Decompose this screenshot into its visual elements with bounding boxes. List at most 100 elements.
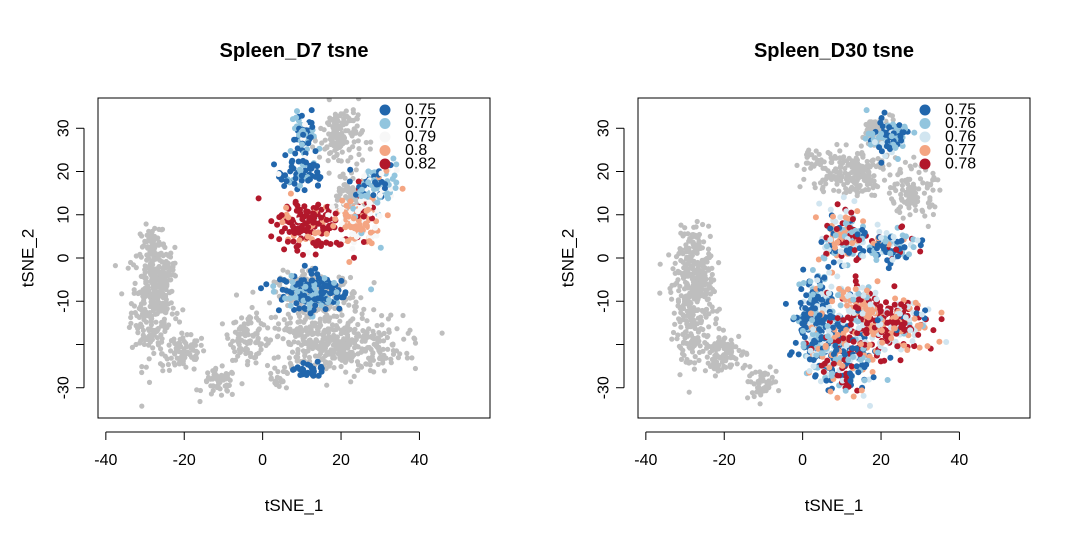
- background-point: [867, 164, 873, 170]
- background-point: [172, 260, 178, 266]
- legend-marker: [379, 145, 391, 156]
- background-point: [128, 310, 134, 316]
- x-axis-label: tSNE_1: [805, 496, 864, 515]
- background-point: [324, 382, 330, 388]
- background-point: [335, 123, 341, 129]
- data-point-0.75: [296, 305, 303, 312]
- background-point: [388, 360, 394, 366]
- background-point: [326, 170, 332, 176]
- background-point: [824, 173, 830, 179]
- background-point: [676, 343, 683, 349]
- y-tick-label: 30: [56, 119, 73, 137]
- data-point-0.78: [824, 357, 831, 364]
- data-point-0.78: [852, 304, 859, 311]
- background-point: [295, 354, 301, 360]
- data-point-0.75: [900, 129, 907, 136]
- legend-label: 0.79: [405, 129, 436, 146]
- data-point-0.76: [860, 392, 867, 399]
- data-point-0.75: [849, 345, 856, 352]
- data-point-0.79: [350, 231, 357, 237]
- background-point: [897, 209, 903, 215]
- background-point: [358, 295, 364, 301]
- data-point-0.8: [366, 238, 373, 245]
- background-point: [369, 333, 375, 339]
- data-point-0.78: [834, 315, 841, 322]
- background-point: [689, 322, 695, 328]
- background-point: [394, 326, 400, 332]
- background-point: [295, 319, 301, 325]
- background-point: [174, 310, 180, 316]
- background-point: [678, 257, 684, 264]
- background-point: [211, 372, 217, 378]
- data-point-0.82: [300, 251, 306, 258]
- background-point: [229, 370, 235, 376]
- data-point-0.76: [837, 302, 844, 309]
- background-point: [342, 354, 348, 360]
- data-point-0.77: [854, 208, 861, 215]
- background-point: [716, 335, 722, 341]
- background-point: [119, 291, 125, 297]
- data-point-0.76: [809, 317, 816, 324]
- background-point: [253, 360, 259, 366]
- x-axis-label: tSNE_1: [265, 496, 324, 515]
- data-point-0.77: [864, 287, 870, 294]
- background-point: [168, 277, 174, 283]
- data-point-0.75: [291, 180, 298, 187]
- background-point: [910, 190, 916, 196]
- data-point-0.78: [833, 226, 840, 232]
- data-point-0.78: [884, 319, 890, 326]
- background-point: [852, 179, 858, 185]
- background-point: [355, 138, 361, 144]
- background-point: [869, 192, 875, 198]
- y-tick-label: 10: [56, 206, 73, 224]
- background-point: [916, 186, 922, 192]
- data-point-0.79: [376, 213, 383, 219]
- background-point: [160, 362, 166, 368]
- background-point: [937, 187, 943, 193]
- background-point: [709, 271, 715, 278]
- background-point: [930, 211, 937, 218]
- background-point: [378, 332, 384, 338]
- legend-marker: [379, 104, 391, 116]
- background-point: [160, 300, 166, 306]
- background-point: [842, 165, 848, 172]
- background-point: [320, 342, 326, 348]
- data-point-0.76: [863, 107, 870, 114]
- data-point-0.75: [287, 168, 294, 175]
- background-point: [816, 151, 822, 157]
- background-point: [325, 158, 331, 164]
- background-point: [684, 254, 690, 260]
- background-point: [157, 257, 163, 263]
- background-point: [680, 312, 686, 318]
- data-point-0.75: [913, 310, 920, 317]
- background-point: [238, 331, 244, 337]
- data-point-0.77: [306, 305, 312, 312]
- background-point: [701, 239, 707, 245]
- data-point-0.77: [311, 284, 318, 291]
- background-point: [152, 302, 158, 308]
- data-point-0.77: [869, 369, 876, 375]
- data-point-0.77: [866, 341, 873, 348]
- data-point-0.8: [330, 223, 337, 229]
- background-point: [694, 274, 701, 281]
- data-point-0.76: [823, 243, 830, 250]
- background-point: [700, 221, 706, 228]
- background-point: [281, 364, 288, 370]
- y-tick-label: 30: [596, 119, 613, 137]
- background-point: [683, 318, 689, 324]
- data-point-0.75: [295, 158, 302, 165]
- background-point: [251, 355, 257, 361]
- background-point: [256, 326, 262, 332]
- background-point: [304, 348, 310, 354]
- data-point-0.75: [878, 115, 885, 121]
- background-point: [709, 356, 716, 363]
- background-point: [140, 289, 147, 295]
- data-point-0.8: [347, 198, 354, 205]
- data-point-0.75: [821, 274, 828, 281]
- background-point: [854, 157, 861, 163]
- data-point-0.82: [332, 210, 339, 217]
- data-point-0.77: [318, 302, 325, 309]
- background-point: [728, 351, 734, 357]
- data-point-0.82: [282, 225, 288, 232]
